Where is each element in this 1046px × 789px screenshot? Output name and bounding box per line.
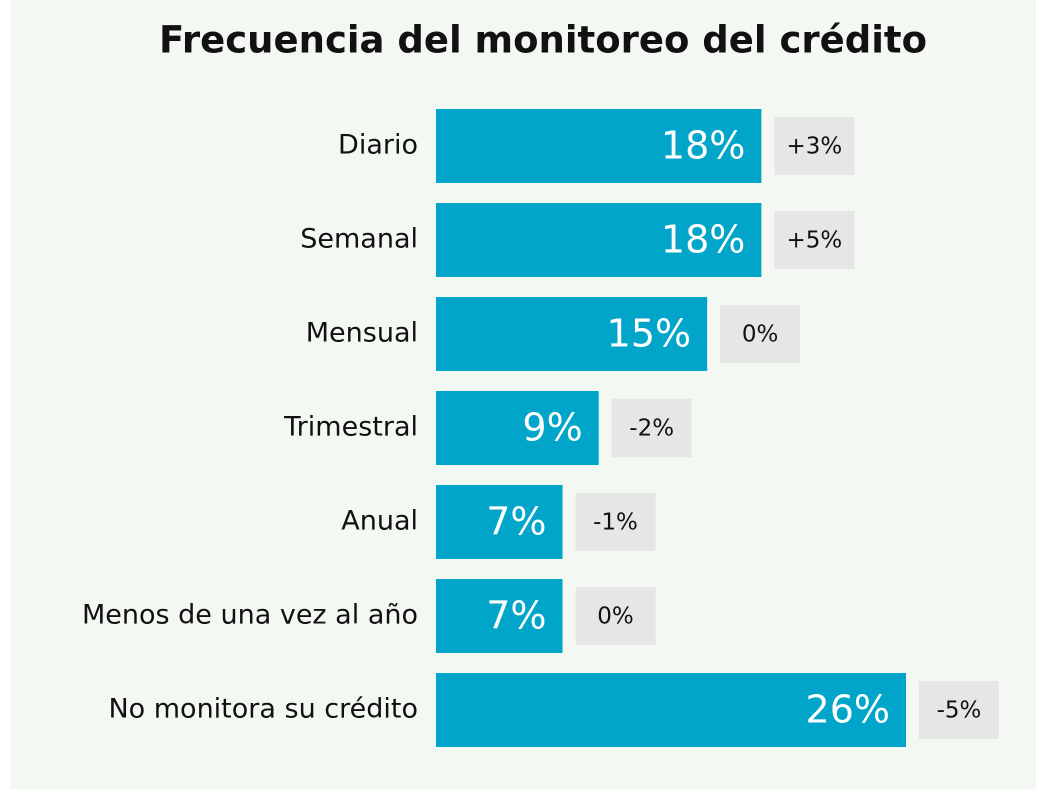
bar bbox=[436, 203, 762, 277]
category-label: Trimestral bbox=[283, 412, 418, 443]
value-label: 9% bbox=[522, 406, 582, 450]
change-label: -2% bbox=[629, 416, 674, 442]
value-label: 7% bbox=[486, 500, 546, 544]
chart-title: Frecuencia del monitoreo del crédito bbox=[159, 19, 927, 62]
bar bbox=[436, 391, 599, 465]
category-label: Menos de una vez al año bbox=[82, 600, 418, 631]
bar bbox=[436, 485, 563, 559]
value-label: 26% bbox=[806, 688, 890, 732]
change-box bbox=[919, 681, 999, 739]
change-label: 0% bbox=[597, 604, 634, 630]
change-box bbox=[720, 305, 801, 363]
category-label: No monitora su crédito bbox=[108, 694, 418, 725]
change-box bbox=[611, 399, 692, 457]
category-label: Anual bbox=[341, 506, 418, 537]
value-label: 15% bbox=[607, 312, 691, 356]
bar bbox=[436, 109, 762, 183]
change-box bbox=[774, 211, 855, 269]
change-label: +5% bbox=[787, 228, 843, 254]
value-label: 7% bbox=[486, 594, 546, 638]
bar bbox=[436, 579, 563, 653]
value-label: 18% bbox=[661, 124, 745, 168]
change-label: 0% bbox=[742, 322, 779, 348]
change-box bbox=[774, 117, 855, 175]
change-label: -5% bbox=[937, 698, 982, 724]
change-box bbox=[575, 587, 656, 645]
category-label: Mensual bbox=[306, 318, 418, 349]
change-label: -1% bbox=[593, 510, 638, 536]
bar bbox=[436, 673, 906, 747]
category-label: Semanal bbox=[300, 224, 418, 255]
change-box bbox=[575, 493, 656, 551]
value-label: 18% bbox=[661, 218, 745, 262]
category-label: Diario bbox=[338, 130, 418, 161]
change-label: +3% bbox=[787, 134, 843, 160]
bar bbox=[436, 297, 708, 371]
